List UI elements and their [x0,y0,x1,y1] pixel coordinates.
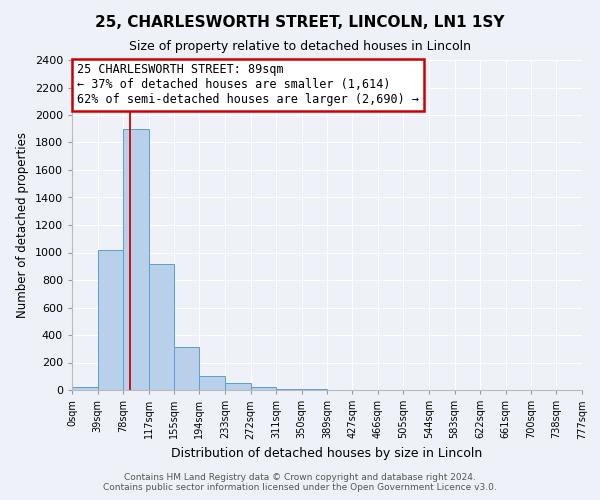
Text: 25, CHARLESWORTH STREET, LINCOLN, LN1 1SY: 25, CHARLESWORTH STREET, LINCOLN, LN1 1S… [95,15,505,30]
Text: 25 CHARLESWORTH STREET: 89sqm
← 37% of detached houses are smaller (1,614)
62% o: 25 CHARLESWORTH STREET: 89sqm ← 37% of d… [77,64,419,106]
Bar [251,386,276,390]
Bar [72,387,98,390]
Bar [225,383,251,390]
Text: Size of property relative to detached houses in Lincoln: Size of property relative to detached ho… [129,40,471,53]
Bar [98,250,123,390]
Bar [174,348,199,390]
Text: Contains HM Land Registry data © Crown copyright and database right 2024.
Contai: Contains HM Land Registry data © Crown c… [103,473,497,492]
Bar [123,128,149,390]
Y-axis label: Number of detached properties: Number of detached properties [16,132,29,318]
Bar [199,376,225,390]
X-axis label: Distribution of detached houses by size in Lincoln: Distribution of detached houses by size … [172,447,482,460]
Bar [149,264,174,390]
